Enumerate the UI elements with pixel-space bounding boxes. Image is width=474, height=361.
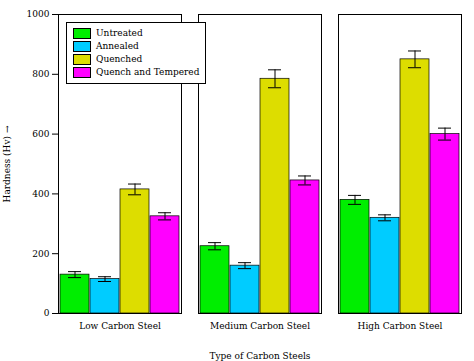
html-text:Annealed: Annealed xyxy=(96,41,139,51)
html-text:Untreated: Untreated xyxy=(96,28,143,38)
svg-text:Hardness (Hv) →: Hardness (Hv) → xyxy=(2,125,12,202)
svg-text:1000: 1000 xyxy=(27,9,50,19)
svg-text:0: 0 xyxy=(44,308,50,318)
html-text:Quenched: Quenched xyxy=(96,54,143,64)
svg-text:600: 600 xyxy=(32,129,49,139)
svg-text:High Carbon Steel: High Carbon Steel xyxy=(358,321,443,331)
html-text:Quench and Tempered: Quench and Tempered xyxy=(96,67,200,77)
svg-text:800: 800 xyxy=(32,69,49,79)
svg-text:Medium Carbon Steel: Medium Carbon Steel xyxy=(210,321,310,331)
svg-text:Low Carbon Steel: Low Carbon Steel xyxy=(79,321,161,331)
svg-text:Type of Carbon Steels: Type of Carbon Steels xyxy=(210,351,311,361)
svg-text:200: 200 xyxy=(32,249,49,259)
svg-text:400: 400 xyxy=(32,189,49,199)
